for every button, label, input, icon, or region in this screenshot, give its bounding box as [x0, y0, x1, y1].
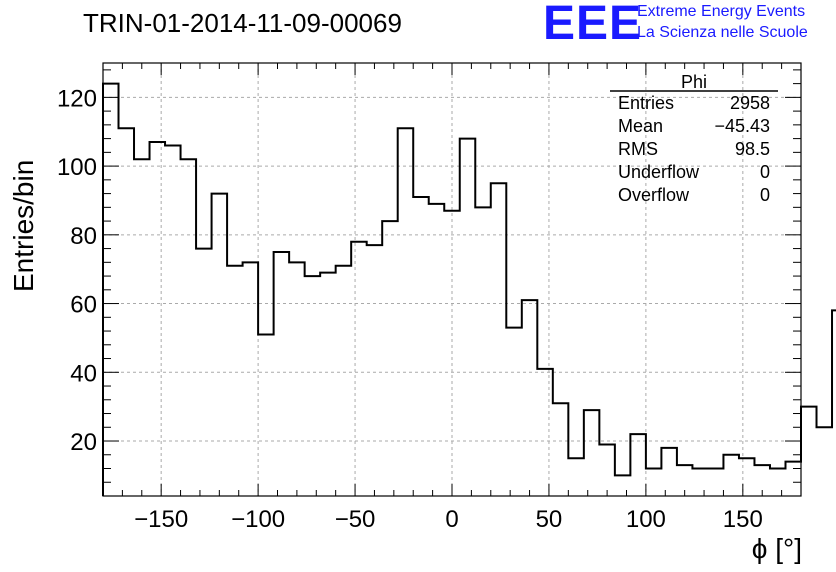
x-axis-label: ϕ [°] [751, 533, 802, 564]
histogram-bin [382, 221, 398, 496]
histogram-bin [227, 266, 243, 496]
stats-label-overflow: Overflow [618, 185, 690, 205]
histogram-bin [367, 245, 383, 496]
y-tick-label: 80 [70, 223, 97, 250]
histogram-bin [646, 469, 662, 496]
x-tick-label: 0 [445, 506, 458, 533]
histogram-bin [165, 145, 181, 496]
x-tick-label: −50 [335, 506, 376, 533]
histogram-bin [677, 465, 693, 496]
histogram-bin [739, 458, 755, 496]
x-tick-label: 50 [536, 506, 563, 533]
logo-line-1: Extreme Energy Events [637, 3, 806, 20]
logo-line-2: La Scienza nelle Scuole [637, 24, 808, 41]
histogram-bin [785, 462, 801, 496]
stats-label-entries: Entries [618, 93, 675, 113]
y-tick-label: 60 [70, 292, 97, 319]
histogram-bin [770, 469, 786, 496]
histogram-bin [754, 465, 770, 496]
histogram-bin [491, 183, 507, 496]
stats-value-rms: 98.5 [734, 139, 770, 159]
histogram-bin [615, 475, 631, 496]
histogram-bin [181, 159, 197, 496]
histogram-bin [506, 328, 522, 496]
histogram-bin [119, 128, 135, 496]
histogram-bin [475, 207, 491, 496]
histogram-bin [103, 84, 119, 496]
x-tick-label: −100 [231, 506, 285, 533]
histogram-bin [320, 273, 336, 496]
stats-label-underflow: Underflow [618, 162, 700, 182]
histogram-bin [661, 448, 677, 496]
x-tick-label: −150 [134, 506, 188, 533]
histogram-bin [258, 334, 274, 496]
histogram-bin [289, 262, 305, 496]
stats-value-entries: 2958 [729, 93, 770, 113]
y-tick-label: 40 [70, 360, 97, 387]
histogram-bin [584, 410, 600, 496]
stats-label-mean: Mean [618, 116, 664, 136]
histogram-bin [429, 204, 445, 496]
eee-logo: EEE [543, 0, 643, 50]
histogram-outline [102, 82, 836, 496]
x-tick-label: 150 [723, 506, 763, 533]
histogram-bin [522, 300, 538, 496]
y-tick-label: 120 [57, 85, 97, 112]
stats-box-title: Phi [680, 72, 707, 92]
histogram-bin [305, 276, 321, 496]
histogram-bin [801, 407, 817, 496]
histogram-bin [243, 262, 259, 496]
histogram-bin [599, 444, 615, 496]
histogram-bin [336, 266, 352, 496]
histogram-bin [212, 194, 228, 496]
histogram-bin [630, 434, 646, 496]
stats-value-overflow: 0 [759, 185, 770, 205]
histogram-bin [460, 139, 476, 496]
histogram-bin [723, 455, 739, 496]
histogram-bin [413, 197, 429, 496]
histogram-bin [398, 128, 414, 496]
histogram-bin [196, 249, 212, 496]
stats-value-underflow: 0 [759, 162, 770, 182]
stats-value-mean: −45.43 [714, 116, 770, 136]
y-tick-label: 100 [57, 154, 97, 181]
chart-title: TRIN-01-2014-11-09-00069 [83, 8, 402, 38]
histogram-bin [150, 142, 166, 496]
stats-label-rms: RMS [618, 139, 658, 159]
histogram-bin [817, 427, 833, 496]
histogram-bin [134, 159, 150, 496]
y-axis-label: Entries/bin [8, 159, 39, 292]
histogram-bin [444, 211, 460, 496]
histogram-bin [274, 252, 290, 496]
histogram-bin [537, 369, 553, 496]
histogram-bin [692, 469, 708, 496]
histogram-bin [568, 458, 584, 496]
x-tick-label: 100 [626, 506, 666, 533]
histogram-bin [708, 469, 724, 496]
histogram-bin [553, 403, 569, 496]
histogram-bin [832, 310, 836, 496]
histogram-bin [351, 242, 367, 496]
y-tick-label: 20 [70, 429, 97, 456]
